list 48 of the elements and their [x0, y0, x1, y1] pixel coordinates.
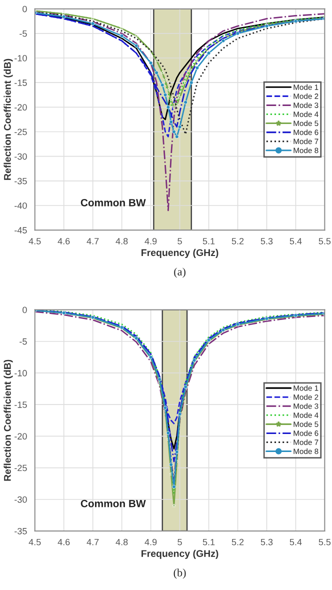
x-tick-label: 5.2	[232, 238, 244, 244]
x-tick-label: 4.6	[58, 238, 70, 244]
y-tick-label: -20	[14, 433, 27, 440]
x-tick-label: 5.1	[202, 538, 215, 546]
y-tick-label: 0	[22, 306, 27, 314]
y-tick-label: -25	[14, 464, 27, 472]
x-tick-label: 5.5	[318, 538, 331, 546]
y-tick-label: -30	[14, 153, 27, 160]
y-tick-label: -30	[14, 496, 27, 503]
x-tick-label: 4.8	[116, 538, 128, 546]
x-tick-label: 5.2	[232, 538, 244, 546]
x-tick-label: 4.9	[144, 538, 157, 546]
y-tick-label: -5	[20, 30, 27, 37]
x-tick-label: 4.9	[144, 238, 157, 244]
x-tick-label: 4.5	[28, 538, 41, 546]
y-tick-label: -40	[14, 202, 27, 209]
x-tick-label: 4.8	[116, 238, 128, 244]
y-tick-label: -45	[14, 227, 27, 234]
x-tick-label: 4.5	[28, 238, 41, 244]
x-tick-label: 4.6	[58, 538, 70, 546]
x-tick-label: 5.3	[260, 238, 273, 244]
text: (b)	[174, 568, 186, 579]
x-tick-label: 5.4	[290, 538, 302, 546]
x-tick-label: 5.5	[318, 238, 331, 244]
x-tick-label: 5.3	[260, 538, 273, 546]
y-tick-label: -25	[14, 128, 27, 136]
y-tick-label: -35	[14, 528, 27, 534]
annotation: Common BW	[80, 500, 146, 508]
y-tick-label: -35	[14, 178, 27, 184]
y-tick-label: -5	[20, 338, 27, 345]
x-tick-label: 5	[178, 538, 182, 546]
y-tick-label: -10	[14, 54, 27, 62]
x-axis-title: Frequency (GHz)	[142, 248, 218, 258]
x-axis-title: Frequency (GHz)	[142, 550, 218, 559]
y-tick-label: -15	[14, 80, 27, 86]
y-axis-title: Reflection Coefficient (dB)	[4, 58, 13, 180]
x-tick-label: 5.1	[202, 238, 215, 244]
y-tick-label: 0	[22, 6, 27, 12]
y-tick-label: -20	[14, 104, 27, 111]
annotation: Common BW	[80, 198, 146, 206]
y-axis-title: Reflection Coefficient (dB)	[4, 360, 13, 481]
x-tick-label: 4.7	[86, 538, 99, 546]
y-tick-label: -15	[14, 402, 27, 408]
x-tick-label: 5	[178, 238, 182, 244]
y-tick-label: -10	[14, 370, 27, 376]
text: (a)	[174, 268, 186, 278]
x-tick-label: 4.7	[86, 238, 99, 244]
x-tick-label: 5.4	[290, 238, 302, 244]
